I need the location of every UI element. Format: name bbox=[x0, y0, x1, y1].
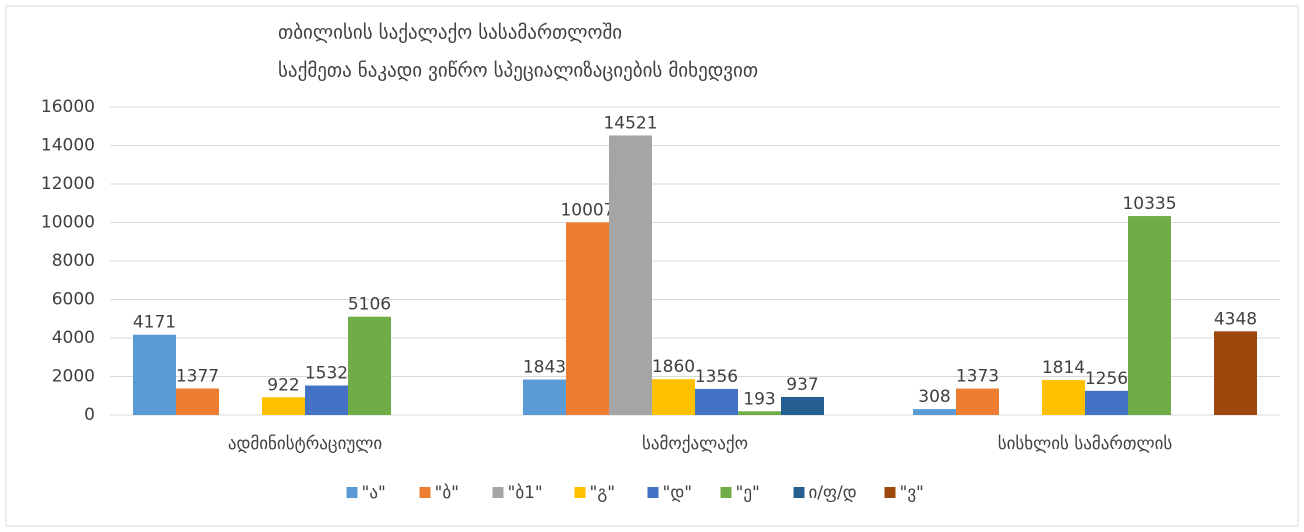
x-tick-label: სისხლის სამართლის bbox=[998, 434, 1173, 454]
value-label: 10007 bbox=[560, 200, 614, 220]
chart-title: თბილისის საქალაქო სასამართლოში bbox=[278, 22, 622, 44]
bar bbox=[262, 397, 305, 415]
y-tick-label: 10000 bbox=[41, 213, 95, 233]
legend-label: "დ" bbox=[663, 483, 693, 503]
y-tick-label: 14000 bbox=[41, 136, 95, 156]
bar bbox=[956, 388, 999, 415]
legend-swatch bbox=[419, 487, 431, 498]
bar bbox=[305, 385, 348, 415]
value-label: 4348 bbox=[1214, 309, 1257, 329]
value-label: 1356 bbox=[695, 367, 738, 387]
value-label: 1373 bbox=[956, 367, 999, 387]
y-tick-label: 6000 bbox=[52, 290, 95, 310]
bar bbox=[1085, 390, 1128, 415]
y-tick-label: 16000 bbox=[41, 97, 95, 117]
legend-swatch bbox=[720, 487, 732, 498]
bar bbox=[1128, 216, 1171, 415]
y-tick-label: 12000 bbox=[41, 174, 95, 194]
value-label: 4171 bbox=[133, 313, 176, 333]
bar bbox=[176, 388, 219, 415]
y-tick-label: 4000 bbox=[52, 328, 95, 348]
value-label: 1814 bbox=[1042, 358, 1085, 378]
legend-swatch bbox=[793, 487, 805, 498]
value-label: 937 bbox=[786, 375, 818, 395]
legend-label: "ვ" bbox=[900, 483, 924, 503]
bar bbox=[523, 379, 566, 415]
x-tick-label: ადმინისტრაციული bbox=[228, 434, 382, 454]
bar bbox=[652, 379, 695, 415]
bar bbox=[566, 222, 609, 415]
legend-swatch bbox=[492, 487, 504, 498]
legend-label: "ე" bbox=[736, 483, 760, 503]
legend-swatch bbox=[346, 487, 358, 498]
legend-label: ი/ფ/დ bbox=[809, 483, 857, 503]
bar bbox=[913, 409, 956, 415]
legend-label: "გ" bbox=[590, 483, 616, 503]
value-label: 10335 bbox=[1122, 194, 1176, 214]
value-label: 1843 bbox=[523, 358, 566, 378]
bar bbox=[348, 316, 391, 415]
value-label: 14521 bbox=[603, 113, 657, 133]
bar bbox=[1214, 331, 1257, 415]
legend-label: "ბ" bbox=[435, 483, 459, 503]
bar bbox=[738, 411, 781, 415]
value-label: 1256 bbox=[1085, 369, 1128, 389]
value-label: 1860 bbox=[652, 357, 695, 377]
x-tick-label: სამოქალაქო bbox=[642, 434, 748, 454]
legend-swatch bbox=[884, 487, 896, 498]
value-label: 193 bbox=[743, 389, 775, 409]
value-label: 5106 bbox=[348, 295, 391, 315]
legend-label: "ა" bbox=[362, 483, 386, 503]
y-tick-label: 8000 bbox=[52, 251, 95, 271]
legend-swatch bbox=[647, 487, 659, 498]
bar bbox=[133, 334, 176, 415]
legend-label: "ბ1" bbox=[508, 483, 543, 503]
bar bbox=[695, 388, 738, 415]
bar bbox=[1042, 380, 1085, 415]
bar bbox=[781, 396, 824, 415]
value-label: 922 bbox=[267, 375, 299, 395]
y-tick-label: 2000 bbox=[52, 367, 95, 387]
y-tick-label: 0 bbox=[84, 405, 95, 425]
value-label: 1377 bbox=[176, 366, 219, 386]
value-label: 1532 bbox=[305, 364, 348, 384]
legend-swatch bbox=[574, 487, 586, 498]
chart-subtitle: საქმეთა ნაკადი ვიწრო სპეციალიზაციების მი… bbox=[278, 60, 758, 82]
bar bbox=[609, 135, 652, 415]
value-label: 308 bbox=[918, 387, 950, 407]
